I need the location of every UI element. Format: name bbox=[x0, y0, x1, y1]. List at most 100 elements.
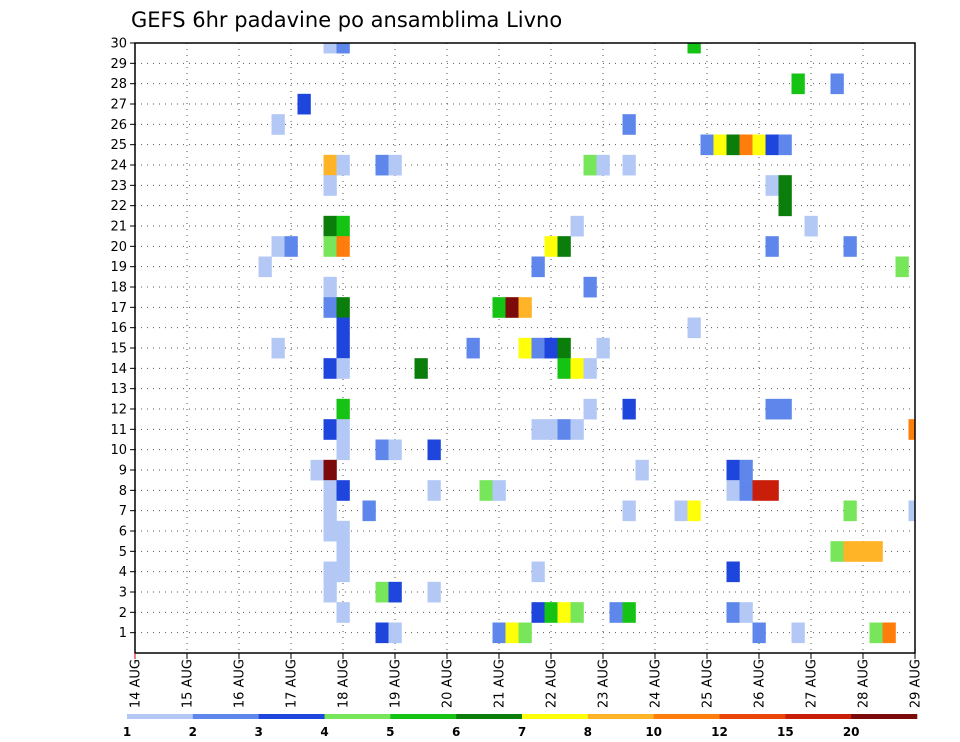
legend-swatch bbox=[324, 714, 391, 719]
heatmap-cell bbox=[258, 256, 272, 278]
y-tick-label: 27 bbox=[110, 98, 127, 113]
y-tick-label: 1 bbox=[119, 626, 127, 641]
heatmap-cell bbox=[375, 154, 389, 176]
legend-swatch bbox=[522, 714, 589, 719]
heatmap-cell bbox=[843, 236, 857, 257]
legend-swatch bbox=[258, 714, 325, 719]
heatmap-cell bbox=[622, 602, 636, 623]
y-tick-label: 17 bbox=[110, 301, 127, 316]
heatmap-cell bbox=[791, 73, 805, 95]
heatmap-cell bbox=[687, 317, 701, 339]
heatmap-cell bbox=[557, 236, 571, 257]
x-tick-label: 18 AUG bbox=[337, 659, 352, 708]
heatmap-cell bbox=[336, 398, 350, 420]
heatmap-cell bbox=[531, 561, 545, 583]
heatmap-cell bbox=[388, 622, 402, 644]
legend-label: 10 bbox=[645, 725, 662, 739]
heatmap-cell bbox=[323, 154, 337, 176]
legend-label: 20 bbox=[843, 725, 860, 739]
heatmap-cell bbox=[531, 337, 545, 359]
heatmap-cell bbox=[427, 581, 441, 603]
x-tick-label: 19 AUG bbox=[389, 659, 404, 708]
y-tick-label: 15 bbox=[110, 342, 127, 357]
heatmap-cell bbox=[752, 134, 766, 156]
heatmap-cell bbox=[778, 398, 792, 420]
heatmap-cell bbox=[804, 215, 818, 237]
y-tick-label: 4 bbox=[119, 565, 127, 580]
x-tick-label: 24 AUG bbox=[649, 659, 664, 708]
heatmap-cell bbox=[726, 561, 740, 583]
heatmap-cell bbox=[375, 622, 389, 644]
heatmap-cell bbox=[323, 236, 337, 257]
heatmap-cell bbox=[583, 154, 597, 176]
x-tick-label: 15 AUG bbox=[181, 659, 196, 708]
heatmap-cell bbox=[323, 581, 337, 603]
heatmap-cell bbox=[583, 398, 597, 420]
heatmap-cell bbox=[726, 134, 740, 156]
x-tick-label: 22 AUG bbox=[545, 659, 560, 708]
heatmap-cell bbox=[544, 602, 558, 623]
heatmap-cell bbox=[583, 276, 597, 298]
heatmap-cell bbox=[518, 297, 532, 318]
heatmap-cell bbox=[622, 500, 636, 522]
legend-label: 8 bbox=[584, 725, 592, 739]
y-tick-label: 16 bbox=[110, 321, 127, 336]
heatmap-cell bbox=[323, 276, 337, 298]
heatmap-cell bbox=[323, 500, 337, 522]
x-tick-label: 20 AUG bbox=[441, 659, 456, 708]
heatmap-cell bbox=[557, 337, 571, 359]
heatmap-cell bbox=[323, 358, 337, 379]
heatmap-cell bbox=[882, 622, 896, 644]
heatmap-cell bbox=[622, 114, 636, 135]
chart-title: GEFS 6hr padavine po ansamblima Livno bbox=[131, 8, 562, 32]
heatmap-cell bbox=[323, 561, 337, 583]
legend-label: 12 bbox=[711, 725, 728, 739]
heatmap-cell bbox=[778, 195, 792, 217]
y-tick-label: 13 bbox=[110, 382, 127, 397]
heatmap-cell bbox=[765, 398, 779, 420]
heatmap-cell bbox=[271, 236, 285, 257]
legend-swatch bbox=[785, 714, 852, 719]
heatmap-cell bbox=[557, 358, 571, 379]
heatmap-cell bbox=[570, 215, 584, 237]
heatmap-cell bbox=[323, 459, 337, 481]
heatmap-cell bbox=[336, 541, 350, 562]
heatmap-cell bbox=[336, 520, 350, 542]
heatmap-cell bbox=[505, 622, 519, 644]
heatmap-cell bbox=[388, 154, 402, 176]
heatmap-cell bbox=[505, 297, 519, 318]
x-tick-label: 17 AUG bbox=[285, 659, 300, 708]
heatmap-cell bbox=[765, 175, 779, 196]
heatmap-cell bbox=[375, 439, 389, 461]
heatmap-cell bbox=[544, 419, 558, 440]
legend-swatch bbox=[719, 714, 786, 719]
y-tick-label: 20 bbox=[110, 240, 127, 255]
heatmap-cell bbox=[271, 114, 285, 135]
heatmap-cell bbox=[492, 480, 506, 501]
heatmap-cell bbox=[388, 439, 402, 461]
x-axis: 14 AUG 15 AUG 16 AUG 17 AUG 18 AUG 19 AUG 20 A… bbox=[129, 653, 924, 708]
heatmap-cell bbox=[336, 439, 350, 461]
heatmap-cell bbox=[544, 337, 558, 359]
heatmap-cell bbox=[570, 358, 584, 379]
heatmap-cell bbox=[297, 93, 311, 115]
y-tick-label: 8 bbox=[119, 484, 127, 499]
heatmap-cell bbox=[388, 581, 402, 603]
heatmap-cell bbox=[284, 236, 298, 257]
legend-label: 5 bbox=[386, 725, 394, 739]
heatmap-cell bbox=[908, 500, 916, 522]
legend-label: 6 bbox=[452, 725, 460, 739]
x-tick-label: 21 AUG bbox=[493, 659, 508, 708]
y-tick-label: 7 bbox=[119, 504, 127, 519]
heatmap-cell bbox=[687, 43, 701, 54]
heatmap-cell bbox=[323, 480, 337, 501]
y-tick-label: 18 bbox=[110, 281, 127, 296]
heatmap-cell bbox=[492, 297, 506, 318]
heatmap-cell bbox=[635, 459, 649, 481]
heatmap-cell bbox=[869, 541, 883, 562]
legend-swatch bbox=[456, 714, 523, 719]
heatmap-cell bbox=[570, 419, 584, 440]
heatmap-cell bbox=[323, 43, 337, 54]
y-tick-label: 24 bbox=[110, 159, 127, 174]
heatmap-cell bbox=[596, 154, 610, 176]
